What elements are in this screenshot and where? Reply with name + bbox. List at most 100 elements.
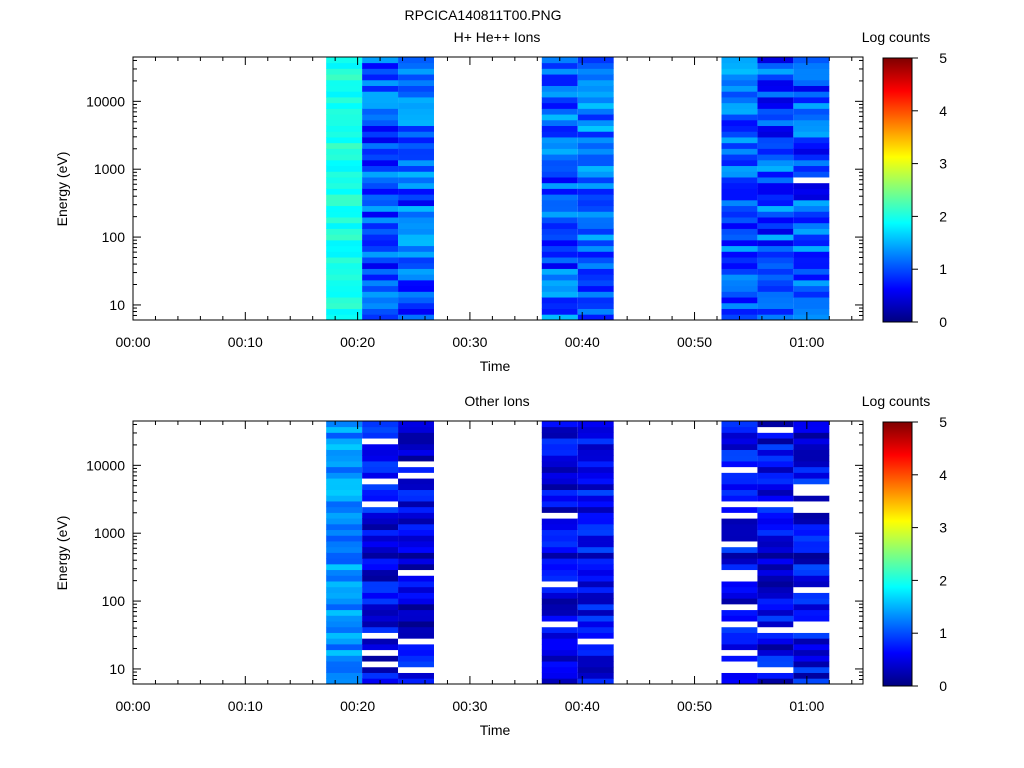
heatmap-cell	[793, 62, 830, 69]
heatmap-cell	[793, 302, 830, 309]
heatmap-cell	[757, 426, 794, 433]
x-tick-label: 00:10	[228, 698, 263, 714]
heatmap-cell	[541, 131, 578, 138]
x-tick-label: 00:40	[565, 334, 600, 350]
heatmap-cell	[541, 443, 578, 450]
heatmap-cell	[793, 114, 830, 121]
heatmap-cell	[757, 177, 794, 184]
y-tick-label: 10	[109, 297, 125, 313]
heatmap-cell	[326, 552, 363, 559]
colorbar-ticks: 0 1 2 3 4 5	[912, 414, 947, 694]
colorbar-tick-label: 3	[939, 156, 947, 172]
heatmap-cell	[577, 518, 614, 525]
heatmap-cell	[577, 74, 614, 81]
heatmap-cell	[326, 512, 363, 519]
heatmap-cell	[541, 125, 578, 132]
heatmap-cell	[793, 68, 830, 75]
heatmap-cell	[577, 314, 614, 321]
x-tick-label: 00:30	[452, 334, 487, 350]
heatmap-cell	[362, 552, 399, 559]
heatmap-cell	[793, 472, 830, 479]
heatmap-cell	[757, 598, 794, 605]
heatmap-cell	[326, 626, 363, 633]
heatmap-cell	[721, 211, 758, 218]
heatmap-cell	[398, 666, 434, 673]
heatmap-cell	[326, 466, 363, 473]
heatmap-cell	[757, 154, 794, 161]
heatmap-cell	[793, 626, 830, 633]
heatmap-cell	[362, 159, 399, 167]
heatmap-cell	[577, 626, 614, 633]
heatmap-cell	[541, 308, 578, 315]
heatmap-cell	[721, 581, 758, 588]
heatmap-cell	[326, 661, 363, 668]
heatmap-cell	[362, 165, 399, 172]
heatmap-cell	[757, 119, 794, 127]
x-tick-label: 00:00	[115, 698, 150, 714]
heatmap-cell	[398, 546, 434, 553]
x-tick-label: 00:50	[677, 698, 712, 714]
heatmap-cell	[721, 125, 758, 132]
heatmap-cell	[362, 285, 399, 292]
heatmap-cell	[326, 62, 363, 69]
heatmap-cell	[326, 592, 363, 599]
heatmap-cell	[757, 108, 794, 115]
heatmap-cell	[326, 142, 363, 149]
heatmap-cell	[721, 97, 758, 104]
heatmap-cell	[398, 194, 434, 201]
heatmap-cell	[362, 291, 399, 298]
heatmap-cell	[721, 546, 758, 553]
heatmap-cell	[793, 102, 830, 109]
heatmap-cell	[541, 552, 578, 559]
heatmap-cell	[757, 575, 794, 582]
heatmap-cell	[577, 154, 614, 161]
heatmap-cell	[577, 443, 614, 450]
heatmap-cell	[757, 79, 794, 86]
heatmap-cell	[398, 85, 434, 92]
heatmap-cell	[541, 586, 578, 593]
heatmap-cell	[398, 529, 434, 536]
heatmap-cell	[398, 102, 434, 109]
heatmap-cell	[757, 199, 794, 207]
heatmap-cell	[577, 205, 614, 212]
heatmap-cell	[326, 615, 363, 622]
heatmap-cell	[326, 541, 363, 548]
heatmap-cell	[721, 455, 758, 462]
heatmap-cell	[362, 609, 399, 616]
heatmap-cell	[326, 131, 363, 138]
heatmap-cell	[362, 563, 399, 571]
heatmap-cell	[362, 649, 399, 656]
heatmap-cell	[757, 302, 794, 309]
x-axis-ticks: 00:00 00:10 00:20 00:30 00:40 00:50 01:00	[115, 57, 853, 350]
heatmap-cell	[541, 97, 578, 104]
heatmap-cell	[541, 455, 578, 462]
heatmap-cell	[721, 518, 758, 525]
heatmap-cell	[577, 228, 614, 235]
heatmap-cell	[362, 483, 399, 491]
heatmap-cell	[577, 512, 614, 519]
heatmap-cell	[577, 661, 614, 668]
heatmap-cell	[326, 148, 363, 155]
heatmap-cell	[326, 74, 363, 81]
heatmap-cell	[362, 598, 399, 605]
heatmap-cell	[721, 85, 758, 92]
heatmap-cell	[541, 279, 578, 287]
heatmap-cell	[326, 563, 363, 571]
heatmap-cell	[757, 506, 794, 513]
heatmap-cell	[577, 102, 614, 109]
heatmap-cell	[362, 523, 399, 531]
y-tick-label: 1000	[94, 161, 125, 177]
heatmap-cell	[326, 643, 363, 651]
heatmap-cell	[757, 217, 794, 224]
heatmap-cell	[793, 137, 830, 144]
heatmap-cell	[577, 268, 614, 275]
heatmap-cell	[398, 643, 434, 651]
heatmap-cell	[577, 546, 614, 553]
heatmap-cell	[541, 563, 578, 571]
heatmap-cell	[398, 314, 434, 321]
heatmap-cell	[757, 114, 794, 121]
heatmap-cell	[793, 643, 830, 651]
heatmap-cell	[541, 165, 578, 172]
heatmap-cell	[721, 649, 758, 656]
heatmap-cell	[721, 91, 758, 98]
